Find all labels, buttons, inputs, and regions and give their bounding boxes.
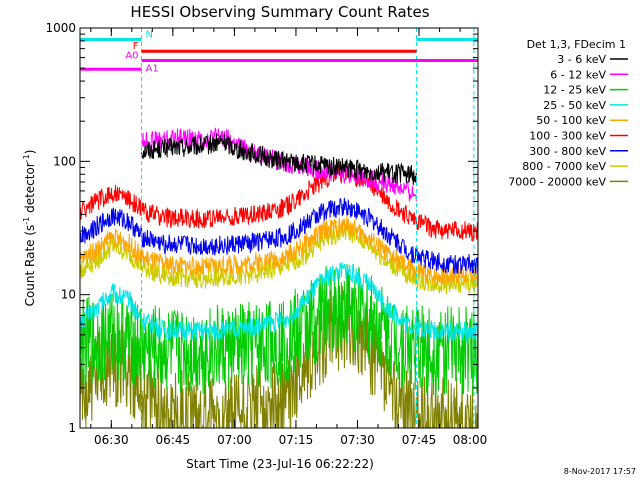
flag-label-a0: A0: [125, 51, 138, 62]
series-8-line: [79, 221, 479, 295]
legend-label-1: 3 - 6 keV: [557, 53, 606, 66]
x-tick-label: 07:45: [402, 433, 437, 447]
y-axis-label-mid: detector: [23, 162, 37, 217]
legend-label-6: 100 - 300 keV: [529, 130, 606, 143]
x-tick-label: 06:30: [94, 433, 129, 447]
legend-label-5: 50 - 100 keV: [536, 114, 606, 127]
series-3-line: [79, 264, 479, 397]
y-tick-label: 10: [61, 288, 76, 302]
y-tick-label: 1000: [45, 21, 76, 35]
plot-frame: [79, 27, 479, 429]
series-6-line: [79, 163, 479, 242]
legend: Det 1,3, FDecim 1 3 - 6 keV 6 - 12 keV 12 …: [508, 38, 628, 188]
flag-label-n: N: [146, 29, 153, 40]
y-axis-label-sup1: -1: [22, 217, 31, 225]
chart-title: HESSI Observing Summary Count Rates: [130, 3, 429, 21]
timestamp: 8-Nov-2017 17:57: [564, 467, 636, 476]
legend-label-4: 25 - 50 keV: [543, 99, 606, 112]
y-axis-label-sup2: -1: [22, 154, 31, 162]
y-axis-label: Count Rate (s-1 detector-1): [22, 150, 37, 307]
x-axis-label: Start Time (23-Jul-16 06:22:22): [186, 457, 374, 471]
y-tick-label: 100: [53, 154, 76, 168]
y-tick-label: 1: [68, 421, 76, 435]
series-5-line: [79, 215, 479, 286]
x-tick-label: 06:45: [156, 433, 191, 447]
legend-label-7: 300 - 800 keV: [529, 145, 606, 158]
legend-label-3: 12 - 25 keV: [543, 84, 606, 97]
flag-label-a1: A1: [146, 63, 159, 74]
axes: 06:30 06:45 07:00 07:15 07:30 07:45 08:00 1 10 10…: [45, 21, 487, 447]
series-1-line: [141, 133, 417, 186]
x-tick-label: 08:00: [453, 433, 488, 447]
y-axis-label-end: ): [23, 150, 37, 155]
x-tick-label: 07:30: [340, 433, 375, 447]
flag-label-f: F: [133, 41, 139, 52]
legend-label-2: 6 - 12 keV: [550, 68, 606, 81]
series-7-line: [79, 197, 479, 275]
legend-label-8: 800 - 7000 keV: [522, 160, 606, 173]
x-tick-label: 07:15: [279, 433, 314, 447]
legend-title: Det 1,3, FDecim 1: [527, 38, 626, 51]
legend-label-9: 7000 - 20000 keV: [508, 175, 606, 188]
x-tick-label: 07:00: [217, 433, 252, 447]
series-4-line: [79, 261, 479, 343]
y-axis-label-main: Count Rate (s: [23, 225, 37, 307]
